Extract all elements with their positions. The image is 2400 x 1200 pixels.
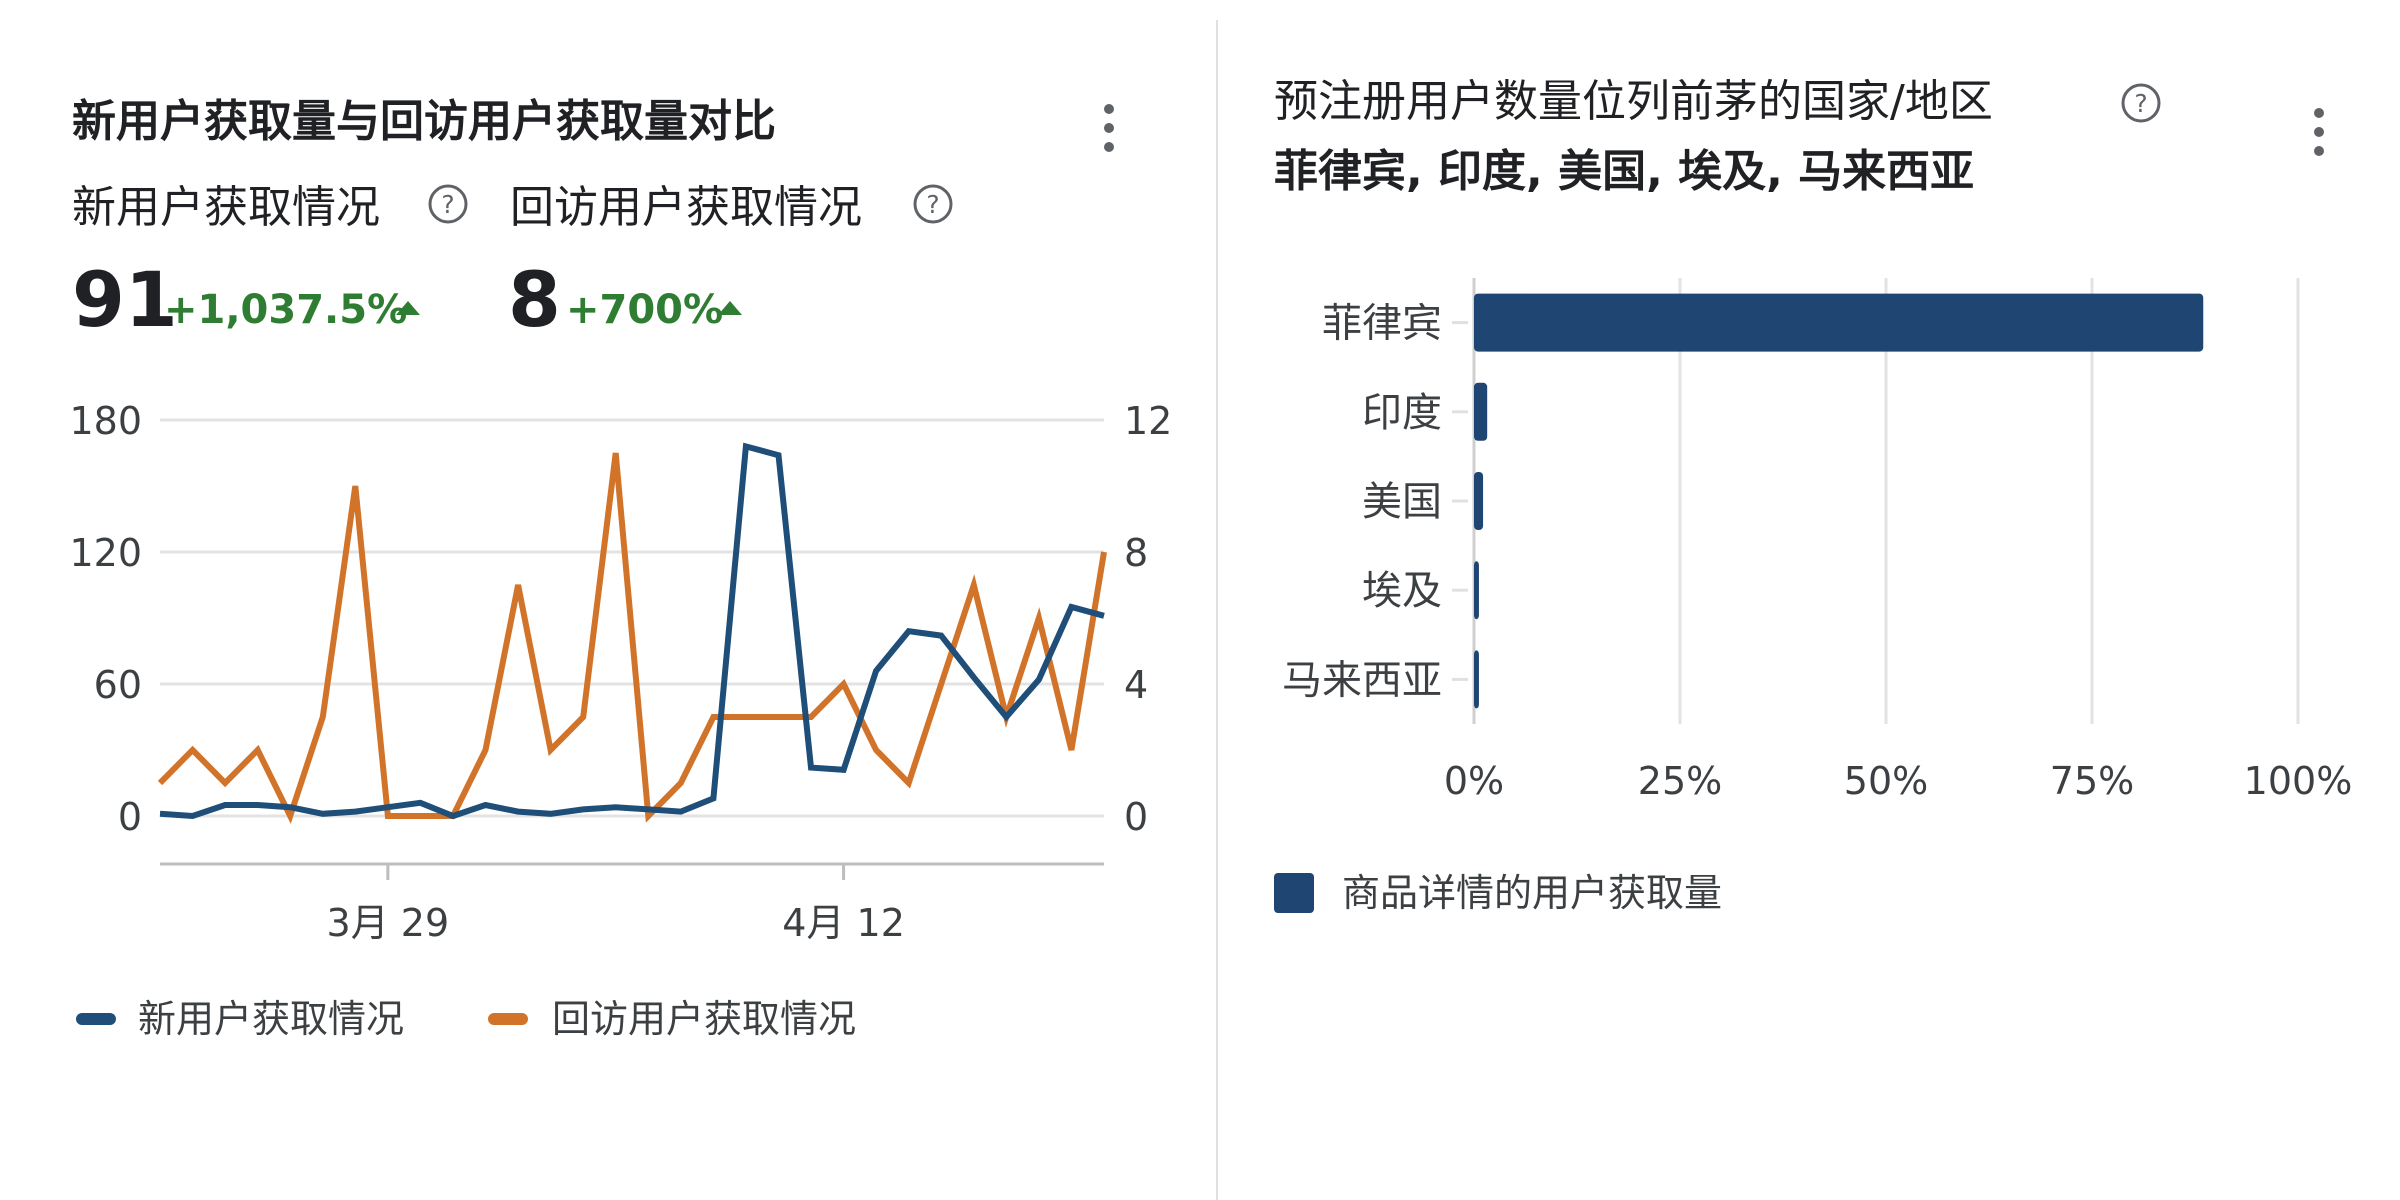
metric-change-returning-users: +700% (566, 287, 724, 333)
card-divider (1216, 20, 1218, 1200)
y-tick-label-left: 180 (69, 399, 142, 443)
card-title: 新用户获取量与回访用户获取量对比 (72, 96, 776, 147)
bar (1474, 382, 1488, 441)
trend-up-icon (396, 301, 420, 315)
category-label: 马来西亚 (1282, 657, 1442, 703)
series-line-new-users (159, 442, 1105, 820)
metric-value-returning-users: 8 (508, 255, 561, 344)
more-options-button[interactable] (1094, 98, 1124, 158)
x-tick-label: 100% (2244, 759, 2353, 803)
category-label: 印度 (1362, 390, 1442, 436)
metric-label-new-users: 新用户获取情况 (72, 182, 380, 233)
x-tick-label: 3月 29 (327, 901, 450, 940)
y-tick-label-left: 0 (118, 795, 142, 839)
legend-label-returning-users: 回访用户获取情况 (552, 997, 857, 1041)
more-options-button[interactable] (2304, 102, 2334, 162)
help-icon[interactable]: ? (912, 183, 954, 225)
top-countries-summary: 菲律宾, 印度, 美国, 埃及, 马来西亚 (1274, 146, 1975, 197)
y-tick-label-right: 0 (1124, 795, 1148, 839)
bar (1474, 472, 1484, 530)
legend-swatch-new-users (76, 1013, 116, 1025)
x-tick-label: 75% (2050, 759, 2134, 803)
x-tick-label: 4月 12 (782, 901, 905, 940)
legend-swatch-product-details (1274, 873, 1314, 913)
metric-value-new-users: 91 (72, 255, 178, 344)
x-tick-label: 25% (1638, 759, 1722, 803)
y-tick-label-right: 8 (1124, 531, 1148, 575)
legend-swatch-returning-users (488, 1013, 528, 1025)
trend-up-icon (718, 301, 742, 315)
card-title: 预注册用户数量位列前茅的国家/地区 (1274, 76, 1993, 127)
svg-text:?: ? (441, 190, 454, 219)
y-tick-label-right: 12 (1124, 399, 1172, 443)
legend-label-new-users: 新用户获取情况 (138, 997, 405, 1041)
svg-text:?: ? (926, 190, 939, 219)
bar (1474, 293, 2204, 352)
x-tick-label: 0% (1444, 759, 1504, 803)
category-label: 菲律宾 (1322, 301, 1442, 347)
bar (1474, 561, 1479, 620)
acquisition-comparison-card: 新用户获取量与回访用户获取量对比 新用户获取情况 ? 回访用户获取情况 ? 91… (69, 96, 1172, 1041)
y-tick-label-right: 4 (1124, 663, 1148, 707)
y-tick-label-left: 60 (94, 663, 142, 707)
help-icon[interactable]: ? (427, 183, 469, 225)
legend-label-product-details: 商品详情的用户获取量 (1342, 871, 1723, 915)
series-line-returning-users (157, 452, 1107, 824)
x-tick-label: 50% (1844, 759, 1928, 803)
line-chart: 0 60 120 180 0 4 8 12 3月 29 4月 12 (69, 399, 1172, 940)
help-icon[interactable]: ? (2120, 82, 2162, 124)
metric-label-returning-users: 回访用户获取情况 (510, 182, 862, 233)
category-label: 埃及 (1362, 568, 1442, 614)
category-label: 美国 (1362, 479, 1442, 525)
bar (1474, 650, 1479, 709)
top-countries-card: 预注册用户数量位列前茅的国家/地区 ? 菲律宾, 印度, 美国, 埃及, 马来西… (1218, 0, 2400, 1200)
metric-change-new-users: +1,037.5% (164, 287, 408, 333)
y-tick-label-left: 120 (69, 531, 142, 575)
svg-text:?: ? (2134, 89, 2147, 118)
